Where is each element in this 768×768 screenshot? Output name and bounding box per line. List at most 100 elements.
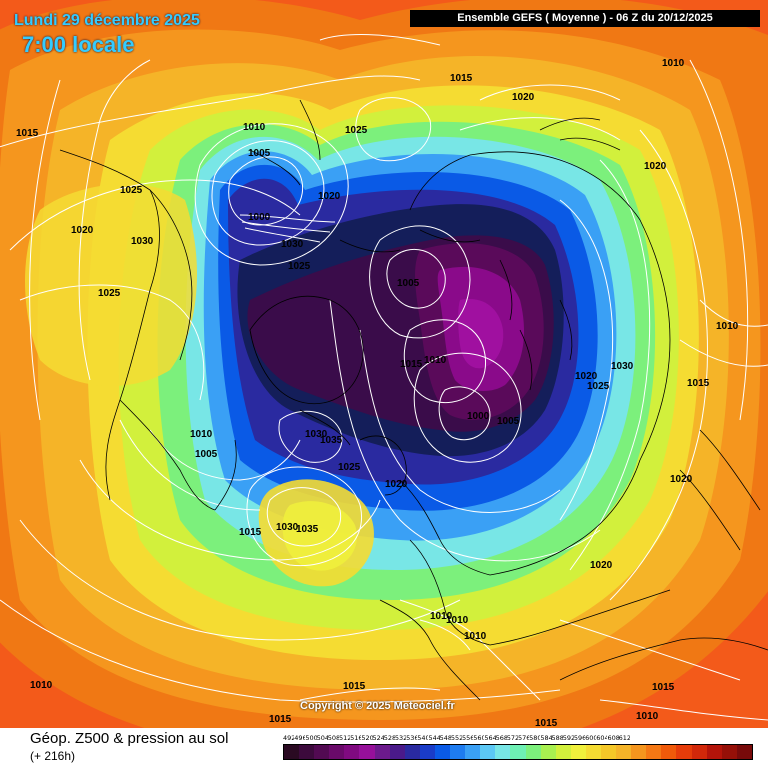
pressure-label: 1010 xyxy=(30,680,53,691)
scale-label: 552 xyxy=(450,734,462,742)
scale-swatch xyxy=(555,745,571,759)
scale-label: 528 xyxy=(383,734,395,742)
pressure-label: 1030 xyxy=(131,236,154,247)
scale-label: 548 xyxy=(439,734,451,742)
scale-label: 604 xyxy=(596,734,608,742)
legend-footer: Géop. Z500 & pression au sol (+ 216h) 49… xyxy=(0,728,768,768)
color-scale-labels: 492 496 500 504 508 512 516 520 524 528 532 536 540 5… xyxy=(283,734,753,742)
ridge-atlantic-inner xyxy=(282,501,357,571)
pressure-label: 1025 xyxy=(120,185,143,196)
pressure-label: 1010 xyxy=(190,429,213,440)
scale-swatch xyxy=(344,745,360,759)
pressure-label: 1010 xyxy=(636,711,659,722)
pressure-label: 1015 xyxy=(269,714,292,725)
scale-swatch xyxy=(419,745,435,759)
forecast-date: Lundi 29 décembre 2025 xyxy=(14,12,200,29)
scale-swatch xyxy=(525,745,541,759)
pressure-label: 1025 xyxy=(587,381,610,392)
scale-label: 536 xyxy=(406,734,418,742)
scale-label: 544 xyxy=(428,734,440,742)
scale-label: 612 xyxy=(618,734,630,742)
copyright-notice: Copyright © 2025 Meteociel.fr xyxy=(300,700,455,712)
scale-label: 524 xyxy=(372,734,384,742)
scale-swatch xyxy=(646,745,662,759)
pressure-label: 1025 xyxy=(98,288,121,299)
scale-swatch xyxy=(329,745,345,759)
pressure-label: 1005 xyxy=(195,449,218,460)
pressure-label: 1020 xyxy=(590,560,613,571)
scale-swatch xyxy=(570,745,586,759)
pressure-label: 1015 xyxy=(450,73,473,84)
vortex-core xyxy=(247,235,554,432)
pressure-label: 1010 xyxy=(716,321,739,332)
scale-swatch xyxy=(374,745,390,759)
scale-swatch xyxy=(480,745,496,759)
scale-swatch xyxy=(404,745,420,759)
scale-swatch xyxy=(706,745,722,759)
scale-label: 564 xyxy=(484,734,496,742)
scale-swatch xyxy=(434,745,451,759)
scale-swatch xyxy=(389,745,405,759)
scale-swatch xyxy=(510,745,526,759)
scale-swatch xyxy=(676,745,692,759)
scale-label: 520 xyxy=(361,734,373,742)
scale-swatch xyxy=(585,745,601,759)
pressure-label: 1010 xyxy=(430,611,453,622)
scale-swatch xyxy=(540,745,556,759)
scale-swatch xyxy=(721,745,737,759)
scale-swatch xyxy=(661,745,677,759)
pressure-label: 1020 xyxy=(575,371,598,382)
scale-label: 504 xyxy=(316,734,328,742)
scale-label: 512 xyxy=(338,734,351,742)
scale-label: 596 xyxy=(573,734,586,742)
scale-label: 600 xyxy=(585,734,597,742)
scale-swatch xyxy=(465,745,481,759)
pressure-label: 1015 xyxy=(239,527,262,538)
pressure-label: 1010 xyxy=(464,631,487,642)
pressure-label: 1020 xyxy=(644,161,667,172)
pressure-label: 1025 xyxy=(338,462,361,473)
scale-label: 556 xyxy=(462,734,474,742)
scale-swatch xyxy=(616,745,632,759)
scale-label: 588 xyxy=(551,734,563,742)
scale-swatch xyxy=(314,745,330,759)
pressure-label: 1020 xyxy=(318,191,341,202)
scale-swatch xyxy=(600,745,617,759)
pressure-label: 1005 xyxy=(248,148,271,159)
pressure-label: 1010 xyxy=(446,615,469,626)
pressure-label: 1030 xyxy=(611,361,634,372)
pressure-label: 1005 xyxy=(497,416,520,427)
scale-swatch xyxy=(736,745,752,759)
pressure-label: 1010 xyxy=(662,58,685,69)
scale-swatch xyxy=(299,745,315,759)
scale-label: 532 xyxy=(394,734,407,742)
scale-label: 608 xyxy=(607,734,619,742)
scale-label: 540 xyxy=(417,734,429,742)
color-scale-bar xyxy=(283,744,753,760)
pressure-label: 1015 xyxy=(343,681,366,692)
scale-label: 516 xyxy=(350,734,362,742)
scale-swatch xyxy=(284,745,300,759)
scale-label: 500 xyxy=(305,734,317,742)
pressure-label: 1020 xyxy=(512,92,535,103)
vortex-core-level-3 xyxy=(458,299,504,369)
scale-swatch xyxy=(631,745,647,759)
scale-label: 572 xyxy=(506,734,518,742)
scale-swatch xyxy=(359,745,375,759)
scale-swatch xyxy=(450,745,466,759)
pressure-label: 1020 xyxy=(71,225,94,236)
pressure-label: 1025 xyxy=(345,125,368,136)
pressure-label: 1010 xyxy=(243,122,266,133)
scale-label: 560 xyxy=(473,734,485,742)
pressure-label: 1000 xyxy=(467,411,490,422)
lead-time: (+ 216h) xyxy=(30,749,76,763)
pressure-label: 1015 xyxy=(16,128,39,139)
pressure-label: 1035 xyxy=(296,524,319,535)
color-scale: 492 496 500 504 508 512 516 520 524 528 532 536 540 5… xyxy=(283,734,753,760)
scale-label: 508 xyxy=(327,734,339,742)
scale-label: 492 xyxy=(283,734,295,742)
pressure-label: 1005 xyxy=(397,278,420,289)
pressure-label: 1015 xyxy=(652,682,675,693)
